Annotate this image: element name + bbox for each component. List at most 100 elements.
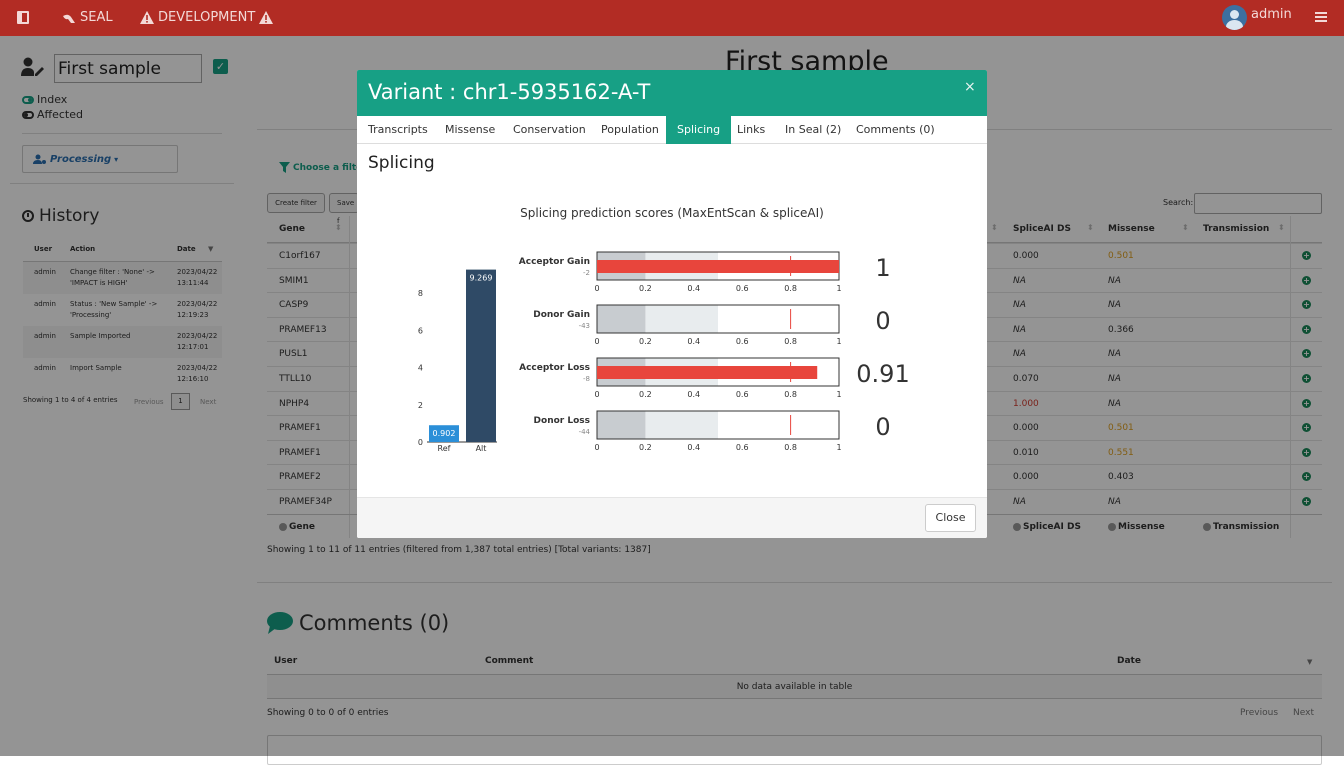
filter-chooser[interactable]: Choose a filter bbox=[279, 162, 367, 173]
environment-label: DEVELOPMENT bbox=[158, 10, 256, 25]
history-row: admin Status : 'New Sample' -> 'Processi… bbox=[23, 294, 222, 326]
comment-icon bbox=[267, 612, 293, 634]
add-variant-icon[interactable]: + bbox=[1302, 349, 1311, 359]
history-col-user[interactable]: User bbox=[34, 245, 53, 253]
search-input[interactable] bbox=[1194, 193, 1322, 214]
sample-name-confirm-checkbox[interactable]: ✓ bbox=[213, 59, 228, 74]
add-variant-icon[interactable]: + bbox=[1302, 472, 1311, 482]
save-filter-button[interactable]: Save f bbox=[329, 193, 359, 225]
x-tick-label: 0.8 bbox=[784, 443, 797, 452]
spliceai-cell: NA bbox=[1013, 324, 1026, 335]
score-position: -43 bbox=[579, 322, 590, 330]
col-spliceai[interactable]: SpliceAI DS bbox=[1013, 224, 1071, 234]
history-prev-button[interactable]: Previous bbox=[134, 398, 164, 406]
score-label: Acceptor Gain bbox=[519, 257, 590, 267]
x-tick-label: 1 bbox=[836, 390, 841, 399]
history-page-button[interactable]: 1 bbox=[171, 393, 190, 410]
x-tick-label: 0.6 bbox=[736, 390, 749, 399]
warning-icon bbox=[140, 11, 154, 24]
tab-conservation[interactable]: Conservation bbox=[513, 123, 586, 136]
add-variant-icon[interactable]: + bbox=[1302, 447, 1311, 457]
divider bbox=[22, 133, 222, 134]
tab-transcripts[interactable]: Transcripts bbox=[368, 123, 428, 136]
score-bar bbox=[597, 366, 818, 379]
x-tick-label: 0.2 bbox=[639, 284, 652, 293]
score-value: 1 bbox=[875, 254, 890, 282]
create-filter-button[interactable]: Create filter bbox=[267, 193, 325, 213]
modal-close-icon[interactable]: × bbox=[964, 79, 976, 95]
comments-col-date[interactable]: Date bbox=[1117, 656, 1141, 666]
sort-icon[interactable]: ⬍ bbox=[1087, 223, 1094, 232]
add-variant-icon[interactable]: + bbox=[1302, 497, 1311, 506]
col-gene[interactable]: Gene bbox=[279, 224, 306, 234]
history-action: Status : 'New Sample' -> bbox=[70, 300, 158, 308]
history-col-action[interactable]: Action bbox=[70, 245, 96, 253]
history-date: 2023/04/22 bbox=[177, 332, 218, 340]
brand-link[interactable]: SEAL bbox=[62, 10, 113, 25]
sort-icon[interactable]: ⬍ bbox=[1182, 223, 1189, 232]
sort-desc-icon[interactable]: ▼ bbox=[1307, 658, 1313, 666]
history-user: admin bbox=[34, 332, 56, 340]
history-action: Import Sample bbox=[70, 364, 122, 372]
tab-population[interactable]: Population bbox=[601, 123, 659, 136]
history-header-row: User Action Date ▼ bbox=[23, 236, 222, 262]
user-menu[interactable]: admin bbox=[1222, 5, 1292, 30]
add-variant-icon[interactable]: + bbox=[1302, 324, 1311, 334]
score-label: Donor Loss bbox=[534, 416, 590, 426]
tab-splicing[interactable]: Splicing bbox=[666, 116, 732, 144]
status-dropdown-label: Processing bbox=[50, 153, 112, 165]
legend-index: Index bbox=[22, 93, 67, 106]
comments-next-button[interactable]: Next bbox=[1293, 708, 1314, 718]
missense-cell: NA bbox=[1108, 300, 1121, 311]
add-variant-icon[interactable]: + bbox=[1302, 374, 1311, 383]
history-col-date[interactable]: Date bbox=[177, 245, 196, 253]
comments-col-comment[interactable]: Comment bbox=[485, 656, 534, 666]
tab-links[interactable]: Links bbox=[737, 123, 766, 136]
history-user: admin bbox=[34, 268, 56, 276]
add-variant-icon[interactable]: + bbox=[1302, 423, 1311, 433]
spliceai-cell: 1.000 bbox=[1013, 398, 1039, 409]
history-next-button[interactable]: Next bbox=[200, 398, 217, 406]
brand-name: SEAL bbox=[80, 10, 113, 25]
comments-empty-text: No data available in table bbox=[736, 682, 853, 692]
tab-comments[interactable]: Comments (0) bbox=[856, 123, 935, 136]
history-table: User Action Date ▼ admin Change filter :… bbox=[23, 236, 222, 390]
sidebar-toggle-icon[interactable] bbox=[17, 11, 29, 24]
sort-icon[interactable]: ⬍ bbox=[1278, 223, 1285, 232]
spliceai-cell: 0.000 bbox=[1013, 472, 1039, 483]
add-variant-icon[interactable]: + bbox=[1302, 251, 1311, 260]
comments-empty-row: No data available in table bbox=[267, 675, 1322, 699]
score-label: Donor Gain bbox=[533, 310, 590, 320]
divider bbox=[10, 183, 234, 184]
x-tick-label: 0.6 bbox=[736, 337, 749, 346]
top-navbar: SEAL DEVELOPMENT admin bbox=[0, 0, 1344, 36]
sort-icon[interactable]: ⬍ bbox=[991, 223, 998, 232]
missense-cell: 0.501 bbox=[1108, 423, 1134, 434]
info-icon bbox=[279, 523, 287, 531]
status-dropdown[interactable]: Processing ▾ bbox=[22, 145, 178, 173]
col-transmission[interactable]: Transmission bbox=[1203, 224, 1270, 234]
add-variant-icon[interactable]: + bbox=[1302, 300, 1311, 310]
comments-col-user[interactable]: User bbox=[274, 656, 298, 666]
history-time: 12:17:01 bbox=[177, 343, 209, 351]
x-tick-label: 1 bbox=[836, 337, 841, 346]
sort-icon[interactable]: ⬍ bbox=[335, 223, 342, 232]
score-position: -44 bbox=[579, 428, 591, 436]
sample-name-input[interactable] bbox=[54, 54, 202, 83]
missense-cell: NA bbox=[1108, 497, 1121, 507]
modal-header: Variant : chr1-5935162-A-T × bbox=[357, 70, 987, 116]
sort-desc-icon[interactable]: ▼ bbox=[208, 245, 214, 253]
missense-cell: 0.366 bbox=[1108, 324, 1134, 335]
variant-modal: Variant : chr1-5935162-A-T × Transcripts… bbox=[357, 70, 987, 538]
comments-prev-button[interactable]: Previous bbox=[1240, 708, 1279, 718]
modal-footer: Close bbox=[357, 497, 987, 538]
tab-missense[interactable]: Missense bbox=[445, 123, 496, 136]
hamburger-menu-icon[interactable] bbox=[1315, 12, 1327, 22]
add-variant-icon[interactable]: + bbox=[1302, 398, 1311, 408]
col-missense[interactable]: Missense bbox=[1108, 224, 1155, 234]
tab-in-seal[interactable]: In Seal (2) bbox=[785, 123, 842, 136]
chevron-down-icon: ▾ bbox=[114, 154, 119, 164]
close-button[interactable]: Close bbox=[925, 504, 976, 532]
add-variant-icon[interactable]: + bbox=[1302, 275, 1311, 285]
history-icon bbox=[22, 210, 34, 222]
